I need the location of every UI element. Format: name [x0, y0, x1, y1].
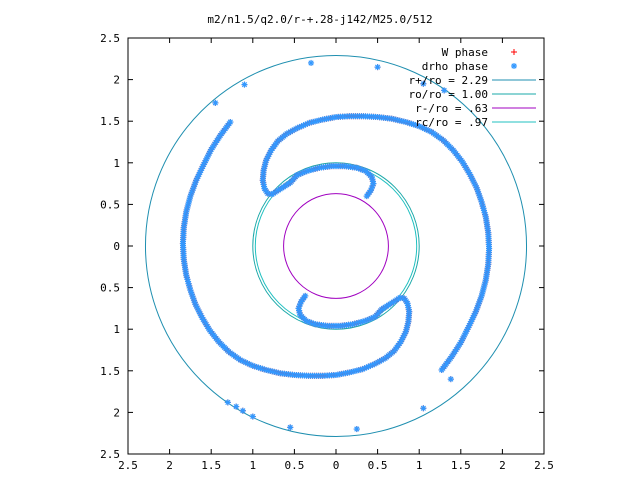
y-tick-label: 1.5: [100, 365, 120, 378]
y-tick-label: 2.5: [100, 32, 120, 45]
drho-phase-point: [439, 367, 445, 373]
y-tick-label: 2.5: [100, 448, 120, 461]
legend-label: r+/ro = 2.29: [409, 74, 488, 87]
y-tick-label: 1.5: [100, 115, 120, 128]
x-tick-label: 0.5: [284, 459, 304, 472]
x-tick-label: 1: [416, 459, 423, 472]
x-tick-label: 0: [333, 459, 340, 472]
y-tick-label: 0: [113, 240, 120, 253]
y-tick-label: 2: [113, 74, 120, 87]
x-tick-label: 2.5: [118, 459, 138, 472]
drho-phase-point: [250, 414, 256, 420]
x-tick-label: 1: [249, 459, 256, 472]
drho-phase-point: [212, 100, 218, 106]
x-tick-label: 1.5: [201, 459, 221, 472]
legend-plus: [511, 49, 517, 55]
drho-phase-point: [448, 376, 454, 382]
legend-star: [511, 63, 517, 69]
chart-title: m2/n1.5/q2.0/r-+.28-j142/M25.0/512: [207, 13, 432, 26]
y-tick-label: 1: [113, 157, 120, 170]
drho-phase-point: [420, 405, 426, 411]
drho-phase-point: [302, 293, 308, 299]
circle-series: [284, 194, 389, 299]
drho-phase-point: [233, 404, 239, 410]
drho-phase-point: [375, 64, 381, 70]
legend-label: W phase: [442, 46, 488, 59]
drho-phase-point: [308, 60, 314, 66]
x-tick-label: 0.5: [368, 459, 388, 472]
drho-phase-point: [354, 426, 360, 432]
y-tick-label: 0.5: [100, 282, 120, 295]
y-tick-label: 0.5: [100, 198, 120, 211]
x-tick-label: 2.5: [534, 459, 554, 472]
drho-phase-point: [287, 424, 293, 430]
x-tick-label: 2: [166, 459, 173, 472]
legend-label: drho phase: [422, 60, 488, 73]
x-tick-label: 1.5: [451, 459, 471, 472]
y-tick-label: 2: [113, 406, 120, 419]
drho-phase-point: [227, 119, 233, 125]
drho-phase-point: [241, 82, 247, 88]
y-tick-label: 1: [113, 323, 120, 336]
drho-phase-point: [364, 193, 370, 199]
legend-label: rc/ro = .97: [415, 116, 488, 129]
legend-label: ro/ro = 1.00: [409, 88, 488, 101]
legend-label: r-/ro = .63: [415, 102, 488, 115]
circle-series: [253, 163, 419, 329]
x-tick-label: 2: [499, 459, 506, 472]
drho-phase-point: [225, 399, 231, 405]
drho-phase-point: [240, 408, 246, 414]
